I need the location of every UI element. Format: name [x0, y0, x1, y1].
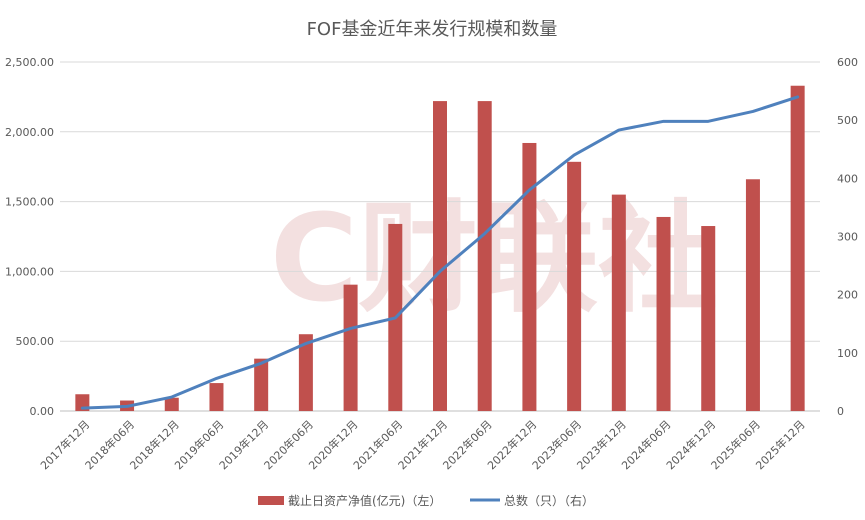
watermark-text: C财联社 — [270, 190, 718, 329]
bar — [745, 179, 760, 411]
legend-bar-swatch — [258, 496, 284, 505]
bar — [567, 161, 582, 411]
left-y-tick-label: 1,500.00 — [5, 196, 54, 209]
left-y-tick-label: 2,500.00 — [5, 56, 54, 69]
right-y-tick-label: 400 — [837, 172, 858, 185]
right-y-tick-label: 600 — [837, 56, 858, 69]
left-y-tick-label: 500.00 — [16, 335, 55, 348]
series-line — [80, 95, 800, 410]
left-y-tick-label: 1,000.00 — [5, 265, 54, 278]
bar — [298, 334, 313, 411]
left-y-axis: 0.00 500.00 1,000.00 1,500.00 2,000.00 2,500.… — [5, 56, 54, 418]
legend: 截止日资产净值(亿元)（左） 总数（只）（右） — [258, 493, 594, 508]
bar — [209, 383, 224, 411]
chart-title: FOF基金近年来发行规模和数量 — [307, 19, 558, 40]
right-y-tick-label: 300 — [837, 231, 858, 244]
right-y-tick-label: 100 — [837, 347, 858, 360]
bar — [522, 142, 537, 411]
bar — [343, 284, 358, 411]
bar — [433, 101, 447, 411]
right-y-axis: 0 100 200 300 400 500 600 — [837, 56, 858, 418]
bar — [611, 194, 626, 411]
bar — [477, 101, 492, 411]
x-axis: 2017年12月2018年06月2018年12月2019年06月2019年12月… — [37, 417, 807, 472]
bar — [701, 226, 716, 411]
legend-bar-label: 截止日资产净值(亿元)（左） — [288, 493, 441, 508]
legend-line-label: 总数（只）（右） — [504, 493, 594, 508]
line-series — [80, 95, 800, 410]
right-y-tick-label: 500 — [837, 114, 858, 127]
left-y-tick-label: 2,000.00 — [5, 126, 54, 139]
right-y-tick-label: 0 — [837, 405, 844, 418]
bar — [164, 397, 179, 411]
left-y-tick-label: 0.00 — [30, 405, 55, 418]
bar — [790, 85, 805, 412]
bar-series — [75, 85, 805, 412]
bar — [254, 358, 269, 411]
right-y-tick-label: 200 — [837, 289, 858, 302]
bar — [656, 216, 671, 411]
